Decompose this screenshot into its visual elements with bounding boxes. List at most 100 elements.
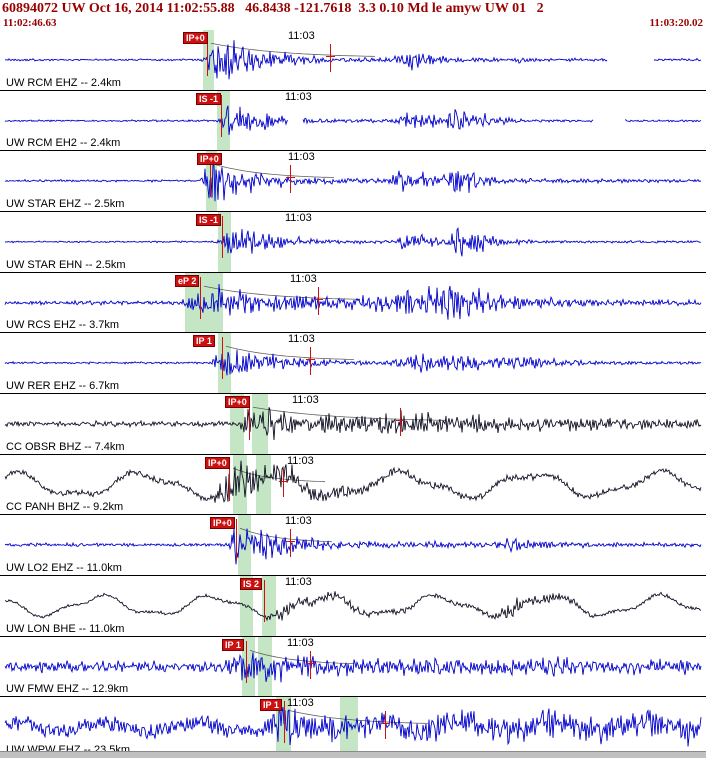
pick-uncertainty-band bbox=[262, 575, 276, 636]
phase-pick-flag[interactable]: IP 1 bbox=[222, 638, 244, 651]
minute-label: 11:03 bbox=[285, 211, 312, 224]
station-label: CC PANH BHZ -- 9.2km bbox=[6, 501, 124, 514]
waveform-trace bbox=[4, 406, 702, 440]
waveform-path bbox=[4, 105, 702, 135]
phase-pick-line[interactable] bbox=[207, 34, 208, 76]
station-label: UW FMW EHZ -- 12.9km bbox=[6, 683, 129, 696]
phase-pick-line[interactable] bbox=[210, 155, 211, 198]
waveform-trace bbox=[4, 40, 702, 80]
phase-pick-flag[interactable]: IP 1 bbox=[260, 699, 282, 712]
time-window-bar: 11:02:46.63 11:03:20.02 bbox=[0, 17, 706, 30]
station-label: UW RCM EH2 -- 2.4km bbox=[6, 137, 121, 150]
trace-row[interactable]: IS -1 11:03 UW STAR EHN -- 2.5km bbox=[0, 211, 706, 273]
waveform-path bbox=[4, 707, 702, 747]
minute-label: 11:03 bbox=[287, 697, 314, 710]
minute-label: 11:03 bbox=[288, 333, 315, 346]
minute-label: 11:03 bbox=[285, 90, 312, 103]
phase-pick-flag[interactable]: IP 1 bbox=[193, 335, 215, 348]
coda-decay-curve bbox=[287, 710, 429, 725]
minute-label: 11:03 bbox=[292, 393, 319, 406]
trace-row[interactable]: IP+0 11:03 UW LO2 EHZ -- 11.0km bbox=[0, 515, 706, 576]
phase-pick-flag[interactable]: eP 2 bbox=[175, 274, 200, 287]
phase-pick-flag[interactable]: IP+0 bbox=[225, 395, 250, 408]
bottom-scrollbar[interactable] bbox=[0, 751, 706, 758]
pick-uncertainty-band bbox=[217, 90, 230, 151]
pick-uncertainty-band bbox=[230, 393, 244, 454]
waveform-path bbox=[4, 651, 702, 682]
coda-duration-marker[interactable] bbox=[326, 44, 335, 72]
pick-uncertainty-band bbox=[240, 575, 253, 636]
waveform-path bbox=[4, 40, 702, 80]
station-label: UW LO2 EHZ -- 11.0km bbox=[6, 561, 122, 574]
coda-duration-marker[interactable] bbox=[286, 529, 295, 558]
trace-row[interactable]: IP 1 11:03 UW WPW EHZ -- 23.5km bbox=[0, 697, 706, 758]
pick-window-bands bbox=[0, 90, 706, 151]
phase-pick-line[interactable] bbox=[221, 94, 222, 137]
trace-row[interactable]: IS 2 11:03 UW LON BHE -- 11.0km bbox=[0, 575, 706, 637]
phase-pick-line[interactable] bbox=[246, 640, 247, 683]
trace-row[interactable]: IP 1 11:03 UW FMW EHZ -- 12.9km bbox=[0, 636, 706, 698]
pick-uncertainty-band bbox=[340, 697, 358, 757]
coda-duration-marker[interactable] bbox=[306, 650, 315, 679]
minute-label: 11:03 bbox=[287, 636, 314, 649]
trace-rows: IP+0 11:03 UW RCM EHZ -- 2.4km IS -1 11:… bbox=[0, 30, 706, 758]
trace-row[interactable]: IP+0 11:03 CC PANH BHZ -- 9.2km bbox=[0, 454, 706, 516]
coda-duration-marker[interactable] bbox=[314, 286, 323, 315]
coda-duration-marker[interactable] bbox=[396, 407, 405, 436]
station-label: UW STAR EHN -- 2.5km bbox=[6, 258, 126, 271]
waveform-trace bbox=[4, 460, 702, 503]
waveform-path bbox=[4, 349, 702, 376]
pick-window-bands bbox=[0, 575, 706, 636]
coda-duration-marker[interactable] bbox=[286, 165, 295, 194]
coda-duration-marker[interactable] bbox=[279, 468, 288, 497]
phase-pick-line[interactable] bbox=[229, 458, 230, 501]
trace-row[interactable]: eP 2 11:03 UW RCS EHZ -- 3.7km bbox=[0, 272, 706, 334]
phase-pick-line[interactable] bbox=[284, 701, 285, 744]
phase-pick-flag[interactable]: IS -1 bbox=[196, 92, 222, 105]
pick-window-bands bbox=[0, 515, 706, 575]
waveform-path bbox=[4, 460, 702, 503]
minute-label: 11:03 bbox=[285, 515, 312, 528]
waveform-trace bbox=[4, 226, 702, 257]
waveform-path bbox=[4, 528, 702, 565]
trace-row[interactable]: IP+0 11:03 CC OBSR BHZ -- 7.4km bbox=[0, 393, 706, 455]
minute-label: 11:03 bbox=[290, 272, 317, 285]
phase-pick-line[interactable] bbox=[264, 579, 265, 622]
waveform-path bbox=[4, 407, 702, 440]
trace-row[interactable]: IP+0 11:03 UW STAR EHZ -- 2.5km bbox=[0, 151, 706, 212]
phase-pick-line[interactable] bbox=[222, 337, 223, 380]
minute-label: 11:03 bbox=[287, 454, 314, 467]
station-label: UW RCM EHZ -- 2.4km bbox=[6, 76, 121, 89]
station-label: UW RER EHZ -- 6.7km bbox=[6, 379, 120, 392]
waveform-trace bbox=[4, 105, 702, 135]
minute-label: 11:03 bbox=[288, 30, 315, 42]
pick-uncertainty-band bbox=[256, 454, 271, 515]
phase-pick-flag[interactable]: IP+0 bbox=[183, 32, 208, 44]
window-start-time: 11:02:46.63 bbox=[3, 17, 57, 29]
waveform-trace bbox=[4, 528, 702, 565]
phase-pick-flag[interactable]: IS 2 bbox=[240, 577, 263, 590]
trace-row[interactable]: IP+0 11:03 UW RCM EHZ -- 2.4km bbox=[0, 30, 706, 91]
trace-row[interactable]: IP 1 11:03 UW RER EHZ -- 6.7km bbox=[0, 333, 706, 394]
coda-decay-curve bbox=[239, 528, 333, 543]
trace-row[interactable]: IS -1 11:03 UW RCM EH2 -- 2.4km bbox=[0, 90, 706, 152]
phase-pick-flag[interactable]: IP+0 bbox=[205, 456, 230, 469]
coda-decay-curve bbox=[232, 467, 326, 482]
phase-pick-line[interactable] bbox=[222, 215, 223, 258]
phase-pick-line[interactable] bbox=[236, 519, 237, 562]
minute-label: 11:03 bbox=[288, 151, 315, 164]
station-label: CC OBSR BHZ -- 7.4km bbox=[6, 440, 125, 453]
coda-duration-marker[interactable] bbox=[306, 347, 315, 376]
waveform-trace bbox=[4, 283, 702, 320]
phase-pick-line[interactable] bbox=[200, 276, 201, 319]
coda-duration-marker[interactable] bbox=[381, 711, 390, 740]
pick-uncertainty-band bbox=[203, 30, 214, 90]
phase-pick-line[interactable] bbox=[249, 397, 250, 440]
phase-pick-flag[interactable]: IS -1 bbox=[196, 213, 222, 226]
pick-window-bands bbox=[0, 454, 706, 515]
waveform-trace bbox=[4, 649, 702, 682]
phase-pick-flag[interactable]: IP+0 bbox=[210, 517, 235, 530]
phase-pick-flag[interactable]: IP+0 bbox=[197, 153, 222, 166]
minute-label: 11:03 bbox=[285, 575, 312, 588]
coda-decay-curve bbox=[210, 42, 376, 57]
